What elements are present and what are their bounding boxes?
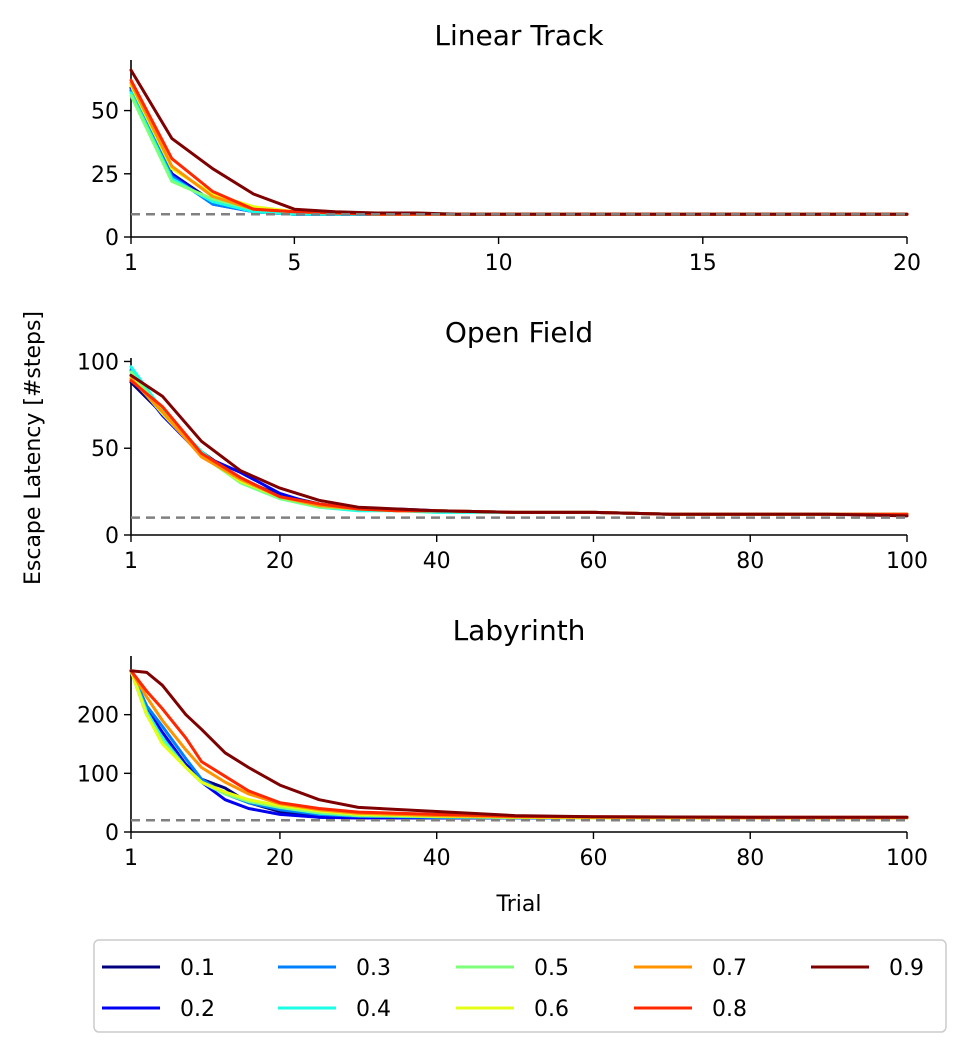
legend-label-0-1: 0.1 xyxy=(180,956,215,981)
y-tick-label: 50 xyxy=(91,437,119,462)
legend-label-0-2: 0.2 xyxy=(180,997,215,1022)
x-tick-label: 40 xyxy=(423,549,451,574)
y-tick-label: 0 xyxy=(105,524,119,549)
plot-labyrinth: 1 20 40 60 80 100 0 100 200 xyxy=(77,656,928,871)
series-line-0-1 xyxy=(129,669,909,820)
x-tick-label: 100 xyxy=(886,846,928,871)
series-line-0-3 xyxy=(129,669,909,820)
series-line-0-4 xyxy=(129,669,909,820)
x-tick-label: 40 xyxy=(423,846,451,871)
x-tick-label: 60 xyxy=(579,846,607,871)
series-line-0-4 xyxy=(129,91,909,216)
series-line-0-6 xyxy=(129,83,909,216)
panel-labyrinth: Labyrinth 1 20 40 60 80 100 0 100 200 xyxy=(77,614,928,871)
x-tick-label: 100 xyxy=(886,549,928,574)
legend-label-0-7: 0.7 xyxy=(712,956,747,981)
x-tick-label: 5 xyxy=(287,251,301,276)
y-tick-label: 100 xyxy=(77,762,119,787)
series-line-0-7 xyxy=(129,669,909,820)
y-axis-label: Escape Latency [#steps] xyxy=(21,311,46,585)
series-line-0-9 xyxy=(129,373,909,518)
panel-title-open-field: Open Field xyxy=(445,316,593,349)
y-tick-label: 25 xyxy=(91,163,119,188)
series-line-0-5 xyxy=(129,370,909,516)
legend-frame xyxy=(93,939,947,1033)
series-line-0-1 xyxy=(129,88,909,216)
y-tick-label: 100 xyxy=(77,350,119,375)
legend-label-0-5: 0.5 xyxy=(534,956,569,981)
x-tick-label: 20 xyxy=(266,549,294,574)
panel-title-linear-track: Linear Track xyxy=(434,19,604,52)
legend-label-0-6: 0.6 xyxy=(534,997,569,1022)
x-tick-label: 20 xyxy=(266,846,294,871)
y-tick-label: 0 xyxy=(105,821,119,846)
series-line-0-2 xyxy=(129,669,909,820)
series-line-0-7 xyxy=(129,377,909,516)
plot-open-field: 1 20 40 60 80 100 0 50 100 xyxy=(77,350,928,574)
series-line-0-3 xyxy=(129,88,909,216)
x-tick-label: 10 xyxy=(485,251,513,276)
x-tick-label: 1 xyxy=(124,251,138,276)
x-tick-label: 1 xyxy=(124,846,138,871)
x-tick-label: 20 xyxy=(893,251,921,276)
y-tick-label: 200 xyxy=(77,704,119,729)
y-tick-label: 50 xyxy=(91,100,119,125)
series-line-0-8 xyxy=(129,78,909,216)
series-line-0-9 xyxy=(129,68,909,216)
x-tick-label: 80 xyxy=(736,549,764,574)
x-axis-label: Trial xyxy=(496,892,542,917)
series-line-0-9 xyxy=(129,669,909,819)
series-line-0-1 xyxy=(129,380,909,516)
series-line-0-5 xyxy=(129,669,909,820)
series-line-0-6 xyxy=(129,669,909,820)
legend-items: 0.1 0.2 0.3 0.4 0.5 0.6 0.7 0.8 0.9 xyxy=(102,956,924,1022)
x-tick-label: 15 xyxy=(689,251,717,276)
series-line-0-4 xyxy=(129,365,909,516)
panel-title-labyrinth: Labyrinth xyxy=(453,614,586,647)
legend-label-0-3: 0.3 xyxy=(356,956,391,981)
legend-label-0-4: 0.4 xyxy=(356,997,391,1022)
series-line-0-2 xyxy=(129,86,909,216)
x-tick-label: 60 xyxy=(579,549,607,574)
x-tick-label: 1 xyxy=(124,549,138,574)
legend-label-0-8: 0.8 xyxy=(712,997,747,1022)
series-line-0-6 xyxy=(129,375,909,516)
series-line-0-8 xyxy=(129,379,909,516)
panel-open-field: Open Field 1 20 40 60 80 100 0 50 100 xyxy=(77,316,928,574)
y-tick-label: 0 xyxy=(105,226,119,251)
series-line-0-7 xyxy=(129,81,909,216)
legend: 0.1 0.2 0.3 0.4 0.5 0.6 0.7 0.8 0.9 xyxy=(93,939,947,1033)
series-line-0-3 xyxy=(129,368,909,516)
series-line-0-8 xyxy=(129,669,909,819)
series-line-0-2 xyxy=(129,373,909,516)
legend-label-0-9: 0.9 xyxy=(889,956,924,981)
series-line-0-5 xyxy=(129,93,909,216)
x-tick-label: 80 xyxy=(736,846,764,871)
